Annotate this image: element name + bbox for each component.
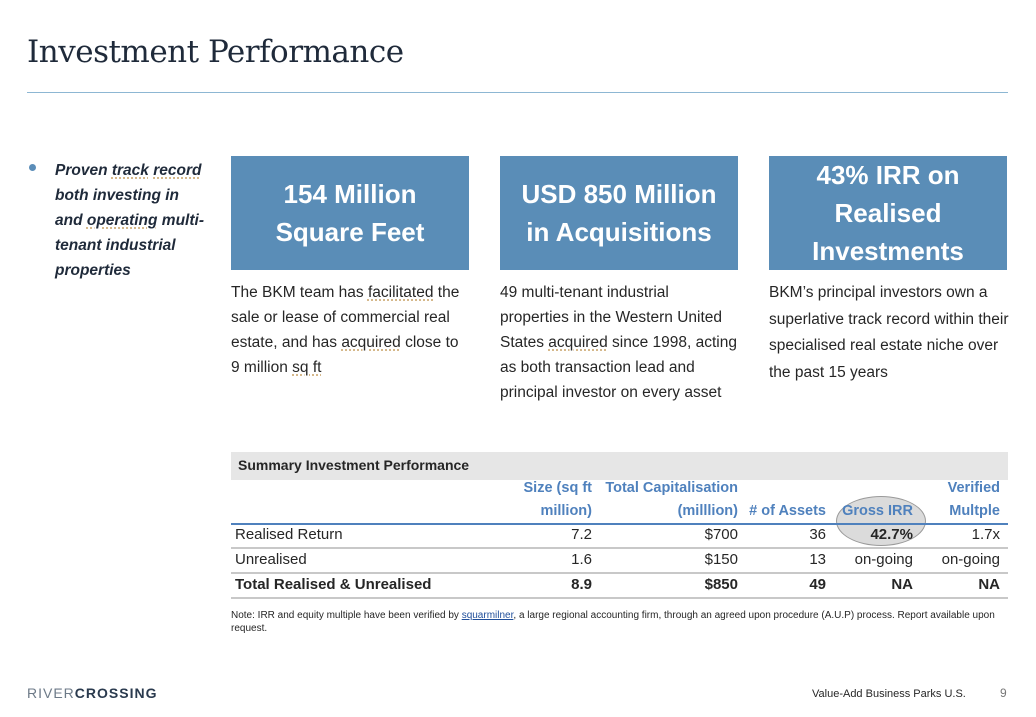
cell: $850 [704, 576, 738, 593]
cell: $150 [704, 551, 738, 568]
row-divider [231, 547, 1008, 549]
cell: 49 [809, 576, 826, 593]
column-header-capitalisation: Total Capitalisation (milllion) [605, 480, 738, 519]
column-header-gross-irr: Gross IRR [842, 503, 913, 519]
table-bottom-border [231, 597, 1008, 599]
footnote: Note: IRR and equity multiple have been … [231, 610, 995, 634]
cell: $700 [704, 526, 738, 543]
row-label: Unrealised [235, 551, 307, 568]
cell: on-going [941, 551, 1000, 568]
highlight-box-square-feet: 154 Million Square Feet [231, 156, 469, 270]
cell: NA [978, 576, 1000, 593]
table-title: Summary Investment Performance [238, 457, 470, 473]
row-label: Realised Return [235, 526, 343, 543]
column-header-multiple: Verified Multple [947, 480, 1000, 519]
column-header-size: Size (sq ft million) [523, 480, 592, 519]
cell-gross-irr: 42.7% [870, 526, 913, 543]
page-number: 9 [1000, 686, 1007, 700]
cell: on-going [854, 551, 913, 568]
row-divider [231, 572, 1008, 574]
cell: NA [891, 576, 913, 593]
squarmilner-link[interactable]: squarmilner [461, 610, 514, 621]
cell: 7.2 [571, 526, 592, 543]
description-square-feet: The BKM team has facilitated the sale or… [231, 284, 460, 376]
header-divider [231, 523, 1008, 525]
bullet-text: Proven track record both investing in an… [55, 162, 204, 279]
description-acquisitions: 49 multi-tenant industrial properties in… [500, 284, 737, 401]
rivercrossing-logo: RIVERCROSSING [27, 685, 158, 701]
table-title-bar: Summary Investment Performance [231, 452, 1008, 480]
highlight-circle [836, 496, 926, 546]
cell: 1.7x [971, 526, 1000, 543]
cell: 13 [809, 551, 826, 568]
page-title: Investment Performance [27, 34, 404, 70]
highlight-box-acquisitions: USD 850 Million in Acquisitions [500, 156, 738, 270]
bullet-icon [29, 164, 36, 171]
row-label: Total Realised & Unrealised [235, 576, 432, 593]
title-divider [27, 92, 1008, 93]
description-irr: BKM’s principal investors own a superlat… [769, 284, 1009, 381]
highlight-box-irr: 43% IRR on Realised Investments [769, 156, 1007, 270]
cell: 1.6 [571, 551, 592, 568]
cell: 36 [809, 526, 826, 543]
footer-text: Value-Add Business Parks U.S. [812, 688, 966, 700]
cell: 8.9 [571, 576, 592, 593]
column-header-assets: # of Assets [749, 503, 826, 519]
